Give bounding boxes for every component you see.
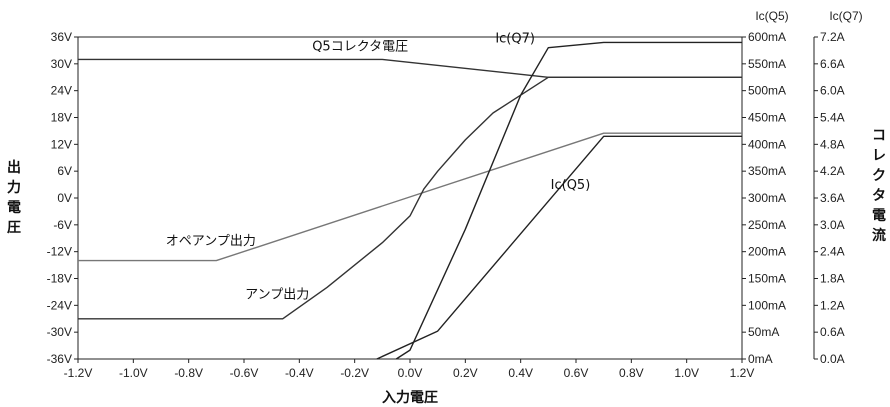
x-tick-label: -0.2V	[340, 366, 369, 380]
y-tick-label: -24V	[47, 298, 72, 312]
y-tick-label: 36V	[51, 30, 72, 44]
series-annotation: アンプ出力	[245, 288, 309, 303]
y-axis-title-char: 力	[7, 179, 21, 196]
y-tick-label: 24V	[51, 84, 72, 98]
y2-tick-label: 100mA	[748, 298, 786, 312]
tick-layer: 36V 600mA 7.2A 30V 550mA 6.6A 24V 500mA 6.0A 18V 4…	[47, 30, 845, 380]
y3-tick-label: 7.2A	[820, 30, 845, 44]
y3-tick-label: 1.8A	[820, 272, 845, 286]
y-tick-label: 6V	[57, 164, 72, 178]
series-line-1	[78, 132, 742, 262]
y2-tick-label: 250mA	[748, 218, 786, 232]
x-tick-label: -1.0V	[119, 366, 148, 380]
series-line-4	[376, 135, 742, 360]
y3-tick-label: 1.2A	[820, 298, 845, 312]
series-annotation: Ic(Q7)	[495, 31, 535, 46]
y-tick-label: 30V	[51, 57, 72, 71]
series-layer	[78, 41, 742, 360]
y2-tick-label: 350mA	[748, 164, 786, 178]
y3-tick-label: 0.0A	[820, 352, 845, 366]
y-tick-label: -30V	[47, 325, 72, 339]
y2-axis-title-char: タ	[872, 188, 886, 204]
y3-tick-label: 3.6A	[820, 191, 845, 205]
y2-tick-label: 600mA	[748, 30, 786, 44]
y2-axis-header: Ic(Q5)	[755, 9, 788, 23]
y3-axis-header: Ic(Q7)	[829, 9, 862, 23]
x-axis-title: 入力電圧	[382, 389, 438, 406]
plot-frame	[77, 36, 743, 360]
y-axis-title-char: 圧	[7, 220, 21, 236]
y-tick-label: 12V	[51, 137, 72, 151]
x-tick-label: -0.4V	[285, 366, 314, 380]
y-axis-title-char: 出	[7, 159, 21, 176]
y-axis-title-char: 電	[7, 199, 21, 216]
y2-axis-title-char: レ	[872, 148, 886, 164]
y2-tick-label: 550mA	[748, 57, 786, 71]
y-tick-label: 0V	[57, 191, 72, 205]
y3-tick-label: 5.4A	[820, 111, 845, 125]
x-tick-label: 1.0V	[674, 366, 699, 380]
y2-tick-label: 50mA	[748, 325, 779, 339]
y-tick-label: -12V	[47, 245, 72, 259]
y2-axis-title-char: 流	[872, 227, 886, 244]
x-tick-label: 0.6V	[564, 366, 589, 380]
y2-tick-label: 500mA	[748, 84, 786, 98]
series-annotation: オペアンプ出力	[166, 234, 256, 249]
series-annotation: Q5コレクタ電圧	[312, 39, 408, 54]
x-tick-label: -0.6V	[230, 366, 259, 380]
x-tick-label: 0.2V	[453, 366, 478, 380]
x-tick-label: -1.2V	[64, 366, 93, 380]
y3-tick-label: 2.4A	[820, 245, 845, 259]
y2-tick-label: 450mA	[748, 111, 786, 125]
x-tick-label: 0.4V	[508, 366, 533, 380]
y2-axis-title-char: コ	[872, 128, 886, 144]
y-tick-label: 18V	[51, 111, 72, 125]
x-tick-label: 0.8V	[619, 366, 644, 380]
y-tick-label: -36V	[47, 352, 72, 366]
y2-tick-label: 400mA	[748, 137, 786, 151]
y2-axis-title-char: 電	[872, 207, 886, 224]
series-annotation: Ic(Q5)	[551, 178, 591, 193]
y2-tick-label: 200mA	[748, 245, 786, 259]
y3-tick-label: 6.0A	[820, 84, 845, 98]
y-tick-label: -18V	[47, 272, 72, 286]
y2-tick-label: 150mA	[748, 272, 786, 286]
y2-axis-title-char: ク	[872, 168, 886, 184]
y2-tick-label: 0mA	[748, 352, 773, 366]
y3-tick-label: 4.8A	[820, 137, 845, 151]
series-line-2	[78, 76, 742, 320]
x-tick-label: 0.0V	[398, 366, 423, 380]
x-tick-label: -0.8V	[174, 366, 203, 380]
y3-tick-label: 6.6A	[820, 57, 845, 71]
y3-tick-label: 4.2A	[820, 164, 845, 178]
y3-tick-label: 3.0A	[820, 218, 845, 232]
y-tick-label: -6V	[53, 218, 72, 232]
x-tick-label: 1.2V	[730, 366, 755, 380]
series-line-3	[395, 41, 742, 360]
series-line-0	[78, 58, 742, 79]
y2-tick-label: 300mA	[748, 191, 786, 205]
y3-tick-label: 0.6A	[820, 325, 845, 339]
